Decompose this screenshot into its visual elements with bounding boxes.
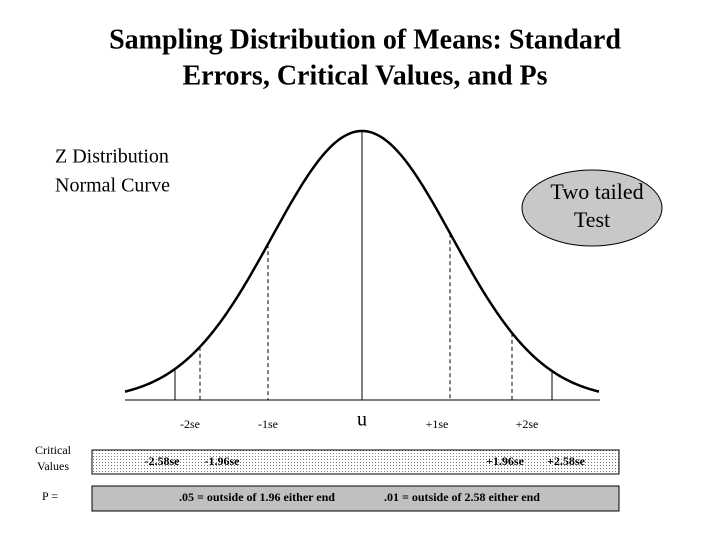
critical-value: -1.96se — [205, 454, 241, 468]
axis-label: -2se — [180, 417, 200, 431]
callout: Test — [574, 207, 610, 232]
p-bar — [91, 485, 620, 512]
p-note: .01 = outside of 2.58 either end — [384, 490, 540, 504]
critical-value: +2.58se — [547, 454, 586, 468]
distribution-label: Z Distribution — [55, 146, 169, 168]
p-note: .05 = outside of 1.96 either end — [179, 490, 335, 504]
critical-value: -2.58se — [145, 454, 181, 468]
callout-bubble — [521, 169, 663, 247]
distribution-label: Normal Curve — [55, 175, 170, 197]
title: Errors, Critical Values, and Ps — [182, 60, 547, 91]
axis-label: u — [357, 409, 367, 431]
critical-values-label: Values — [37, 459, 69, 473]
p-label: P = — [42, 489, 58, 503]
axis-label: -1se — [258, 417, 278, 431]
title: Sampling Distribution of Means: Standard — [109, 24, 621, 55]
critical-values-bar — [91, 449, 620, 475]
callout: Two tailed — [550, 179, 643, 204]
critical-value: +1.96se — [486, 454, 525, 468]
critical-values-label: Critical — [35, 443, 72, 457]
axis-label: +1se — [426, 417, 449, 431]
axis-label: +2se — [516, 417, 539, 431]
normal-curve — [124, 129, 600, 401]
